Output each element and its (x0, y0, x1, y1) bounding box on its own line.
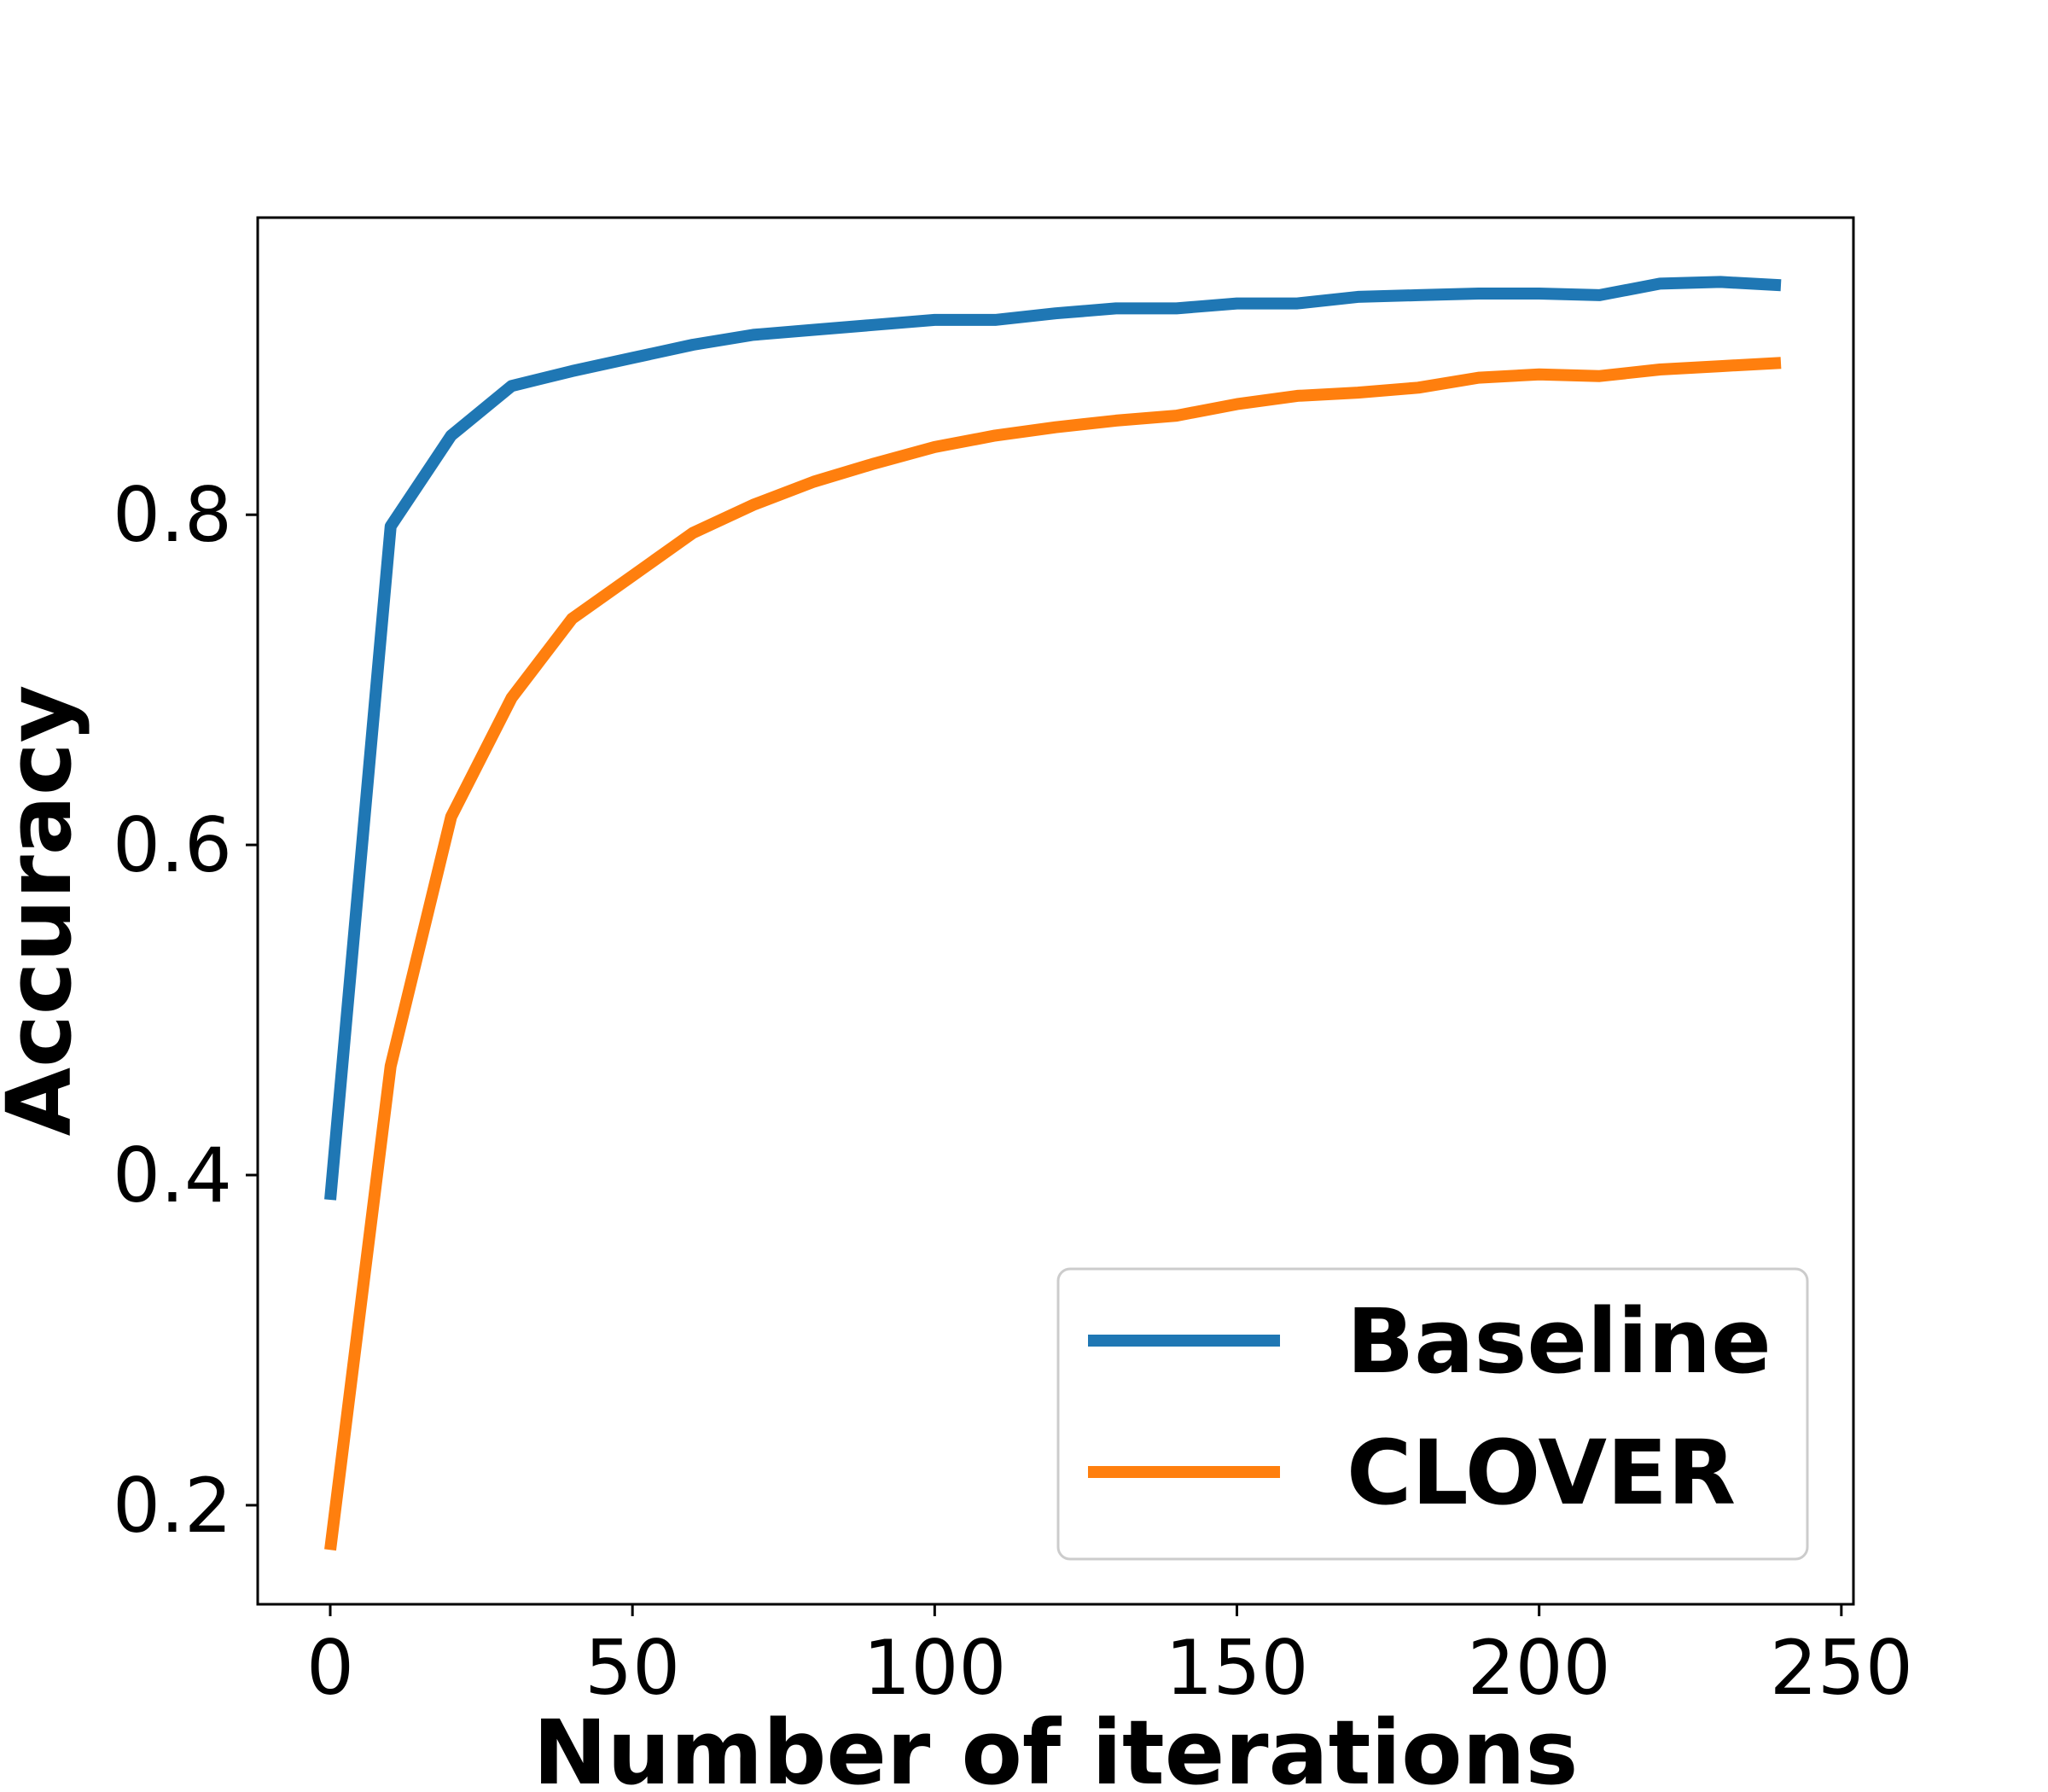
x-tick-label: 0 (306, 1624, 354, 1712)
series-line-clover (324, 357, 1782, 1551)
legend: Baseline CLOVER (1056, 1267, 1809, 1561)
legend-label-baseline: Baseline (1347, 1289, 1772, 1393)
series-lines (324, 276, 1782, 1551)
y-tick-label: 0.2 (113, 1462, 232, 1550)
y-axis-ticks: 0.2 0.4 0.6 0.8 (113, 471, 258, 1550)
x-tick-label: 150 (1166, 1624, 1309, 1712)
x-axis-ticks: 0 50 100 150 200 250 (306, 1604, 1913, 1712)
legend-label-clover: CLOVER (1347, 1421, 1736, 1525)
x-axis-label: Number of iterations (533, 1701, 1579, 1792)
y-tick-label: 0.6 (113, 801, 232, 889)
y-tick-label: 0.4 (113, 1132, 232, 1219)
series-line-baseline (324, 276, 1782, 1201)
y-tick-label: 0.8 (113, 471, 232, 559)
x-tick-label: 100 (863, 1624, 1006, 1712)
x-tick-label: 50 (585, 1624, 680, 1712)
x-tick-label: 200 (1468, 1624, 1611, 1712)
y-axis-label: Accuracy (0, 685, 91, 1137)
x-tick-label: 250 (1770, 1624, 1913, 1712)
plot-frame (256, 216, 1855, 1606)
